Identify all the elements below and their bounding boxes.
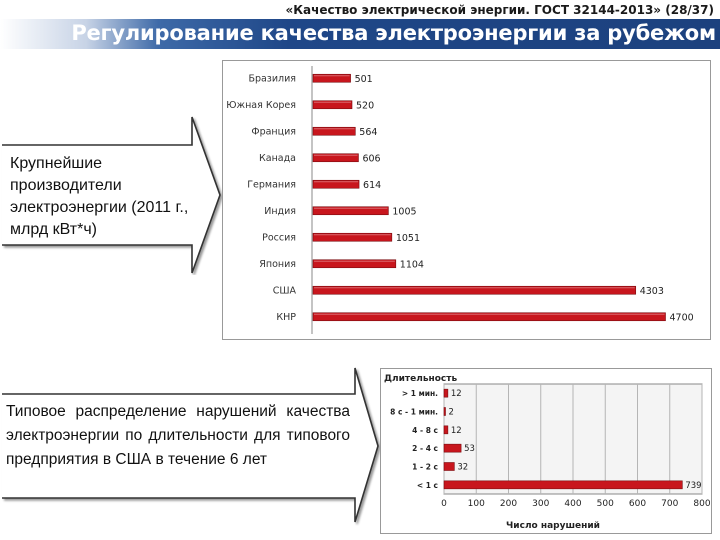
bar: [312, 206, 389, 216]
data-label: 32: [457, 463, 468, 473]
bar: [312, 153, 359, 163]
title-bar: [0, 19, 720, 49]
data-label: 564: [359, 127, 377, 138]
data-label: 1051: [396, 233, 420, 244]
bar: [312, 100, 353, 110]
category-label: США: [273, 285, 297, 296]
bar: [443, 407, 446, 416]
bar: [312, 312, 666, 322]
x-tick-label: 100: [468, 499, 485, 509]
data-label: 12: [451, 426, 462, 436]
bar: [312, 285, 637, 295]
x-axis-title: Число нарушений: [506, 521, 600, 531]
category-label: 2 - 4 с: [412, 444, 438, 453]
data-label: 614: [363, 180, 381, 191]
data-label: 2: [449, 408, 454, 418]
producers-chart: Бразилия 501 Южная Корея 520 Франция 564 Канад…: [222, 60, 711, 340]
slide-title: Регулирование качества электроэнергии за…: [71, 21, 716, 45]
category-label: 8 с - 1 мин.: [390, 408, 438, 417]
x-tick-label: 200: [500, 499, 517, 509]
category-label: Индия: [264, 206, 296, 217]
callout-disturbances-text: Типовое распределение нарушений качества…: [6, 403, 350, 468]
callout-arrow-shape: [2, 116, 221, 274]
data-label: 4700: [670, 312, 694, 323]
category-label: Япония: [259, 259, 296, 270]
category-label: > 1 мин.: [402, 389, 438, 398]
slide-subtitle: «Качество электрической энергии. ГОСТ 32…: [285, 3, 714, 17]
x-tick-label: 400: [564, 499, 581, 509]
x-tick-label: 300: [532, 499, 549, 509]
category-label: Германия: [247, 179, 296, 190]
data-label: 4303: [640, 286, 664, 297]
bar: [312, 179, 360, 189]
category-label: Канада: [259, 153, 296, 164]
callout-producers: Крупнейшие производители электроэнергии …: [0, 115, 222, 275]
data-label: 501: [355, 74, 373, 85]
disturbance-chart-svg: Длительность 0 100 200 300 400 500 600 700 800 Чис…: [380, 368, 712, 534]
x-tick-label: 800: [693, 499, 710, 509]
callout-arrow-shape: [2, 367, 379, 523]
data-label: 1104: [400, 259, 424, 270]
category-label: Южная Корея: [226, 100, 296, 111]
producers-chart-svg: Бразилия 501 Южная Корея 520 Франция 564 Канад…: [222, 60, 711, 340]
bar: [443, 443, 462, 453]
bar: [443, 480, 683, 490]
x-tick-label: 700: [661, 499, 678, 509]
data-label: 1005: [392, 206, 416, 217]
x-tick-label: 0: [441, 499, 447, 509]
bar: [312, 259, 397, 269]
bar: [443, 462, 455, 471]
data-label: 520: [356, 100, 374, 111]
bar: [443, 388, 449, 398]
category-label: КНР: [276, 312, 296, 323]
slide-header: «Качество электрической энергии. ГОСТ 32…: [0, 0, 720, 52]
callout-producers-text: Крупнейшие производители электроэнергии …: [10, 155, 189, 238]
bar: [443, 425, 449, 435]
y-axis-title: Длительность: [384, 374, 457, 384]
data-label: 739: [685, 481, 701, 491]
bar: [312, 232, 393, 242]
disturbance-chart: Длительность 0 100 200 300 400 500 600 700 800 Чис…: [380, 368, 712, 534]
category-label: Франция: [251, 126, 296, 137]
category-label: 1 - 2 с: [412, 463, 438, 472]
category-label: Бразилия: [248, 73, 296, 84]
category-label: Россия: [262, 232, 296, 243]
data-label: 12: [451, 389, 462, 399]
category-label: < 1 с: [417, 481, 438, 490]
data-label: 606: [362, 153, 380, 164]
x-tick-label: 600: [629, 499, 646, 509]
bar: [312, 126, 356, 136]
x-tick-label: 500: [597, 499, 614, 509]
data-label: 53: [464, 444, 475, 454]
callout-disturbances: Типовое распределение нарушений качества…: [0, 366, 380, 526]
bar: [312, 73, 351, 83]
category-label: 4 - 8 с: [412, 426, 438, 435]
